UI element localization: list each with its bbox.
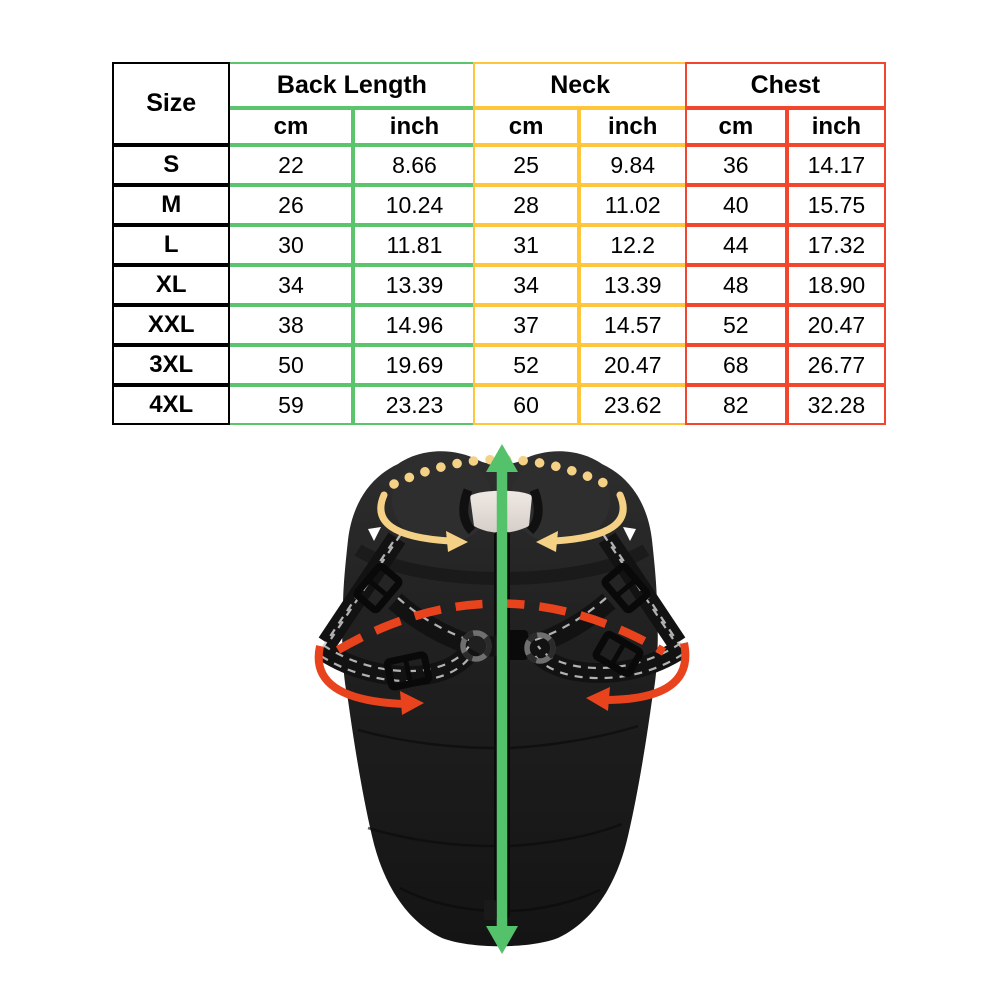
- value-back-cm: 26: [230, 185, 354, 225]
- value-chest-cm: 40: [684, 185, 787, 225]
- size-label: XL: [112, 265, 231, 305]
- chest-arrow-left: [314, 645, 405, 708]
- value-back-inch: 11.81: [353, 225, 474, 265]
- chest-arrowhead-left: [400, 691, 424, 715]
- neck-measure-overlay: [377, 454, 627, 552]
- value-back-cm: 22: [230, 145, 354, 185]
- value-neck-cm: 52: [473, 345, 579, 385]
- harness-strap-left-lower: [316, 641, 480, 687]
- neck-arrowhead-right: [536, 531, 558, 552]
- value-chest-inch: 26.77: [786, 345, 886, 385]
- value-chest-cm: 48: [684, 265, 787, 305]
- value-neck-cm: 37: [473, 305, 579, 345]
- value-chest-cm: 52: [684, 305, 787, 345]
- col-group-neck: Neck: [473, 62, 685, 108]
- neck-arrowhead-left: [446, 531, 468, 552]
- neck-arrow-right: [550, 491, 627, 545]
- value-neck-cm: 60: [473, 385, 579, 425]
- value-neck-inch: 12.2: [578, 225, 685, 265]
- value-neck-inch: 20.47: [578, 345, 685, 385]
- left-strap-slot: [368, 527, 381, 541]
- value-chest-cm: 44: [684, 225, 787, 265]
- value-neck-cm: 25: [473, 145, 579, 185]
- value-back-inch: 10.24: [353, 185, 474, 225]
- value-chest-cm: 36: [684, 145, 787, 185]
- back-length-arrowhead-top: [486, 444, 518, 472]
- subheader-chest-inch: inch: [786, 108, 886, 145]
- value-back-cm: 30: [230, 225, 354, 265]
- size-label: L: [112, 225, 231, 265]
- value-chest-inch: 32.28: [786, 385, 886, 425]
- size-label: 4XL: [112, 385, 231, 425]
- value-back-inch: 19.69: [353, 345, 474, 385]
- value-neck-inch: 11.02: [578, 185, 685, 225]
- value-chest-inch: 15.75: [786, 185, 886, 225]
- harness-strap-right-cross: [532, 593, 616, 654]
- neck-dotted-arc: [389, 454, 611, 489]
- size-chart-table: Size Back Length Neck Chest cm inch cm i…: [112, 62, 886, 425]
- value-neck-cm: 28: [473, 185, 579, 225]
- size-label: 3XL: [112, 345, 231, 385]
- subheader-neck-cm: cm: [473, 108, 579, 145]
- subheader-neck-inch: inch: [578, 108, 685, 145]
- value-back-cm: 50: [230, 345, 354, 385]
- back-length-arrowhead-bottom: [486, 926, 518, 954]
- value-chest-cm: 82: [684, 385, 787, 425]
- size-label: M: [112, 185, 231, 225]
- col-group-chest: Chest: [684, 62, 886, 108]
- value-back-inch: 8.66: [353, 145, 474, 185]
- value-back-cm: 34: [230, 265, 354, 305]
- vest-measurement-diagram: [300, 438, 700, 973]
- value-back-inch: 13.39: [353, 265, 474, 305]
- table-corner-size-header: Size: [112, 62, 231, 145]
- chest-arrow-right: [603, 642, 690, 704]
- harness-center-clip: [506, 630, 528, 660]
- value-neck-inch: 23.62: [578, 385, 685, 425]
- col-group-back-length: Back Length: [230, 62, 474, 108]
- value-back-cm: 59: [230, 385, 354, 425]
- value-chest-inch: 14.17: [786, 145, 886, 185]
- size-label: XXL: [112, 305, 231, 345]
- value-chest-inch: 20.47: [786, 305, 886, 345]
- value-chest-inch: 18.90: [786, 265, 886, 305]
- neck-arrow-left: [377, 491, 454, 545]
- value-neck-cm: 31: [473, 225, 579, 265]
- value-back-inch: 14.96: [353, 305, 474, 345]
- harness-buckles: [353, 562, 651, 691]
- value-neck-cm: 34: [473, 265, 579, 305]
- size-label: S: [112, 145, 231, 185]
- value-back-cm: 38: [230, 305, 354, 345]
- vest-illustration: [314, 444, 690, 954]
- value-back-inch: 23.23: [353, 385, 474, 425]
- subheader-chest-cm: cm: [684, 108, 787, 145]
- value-neck-inch: 13.39: [578, 265, 685, 305]
- zipper-pull: [484, 900, 496, 920]
- chest-arrowhead-right: [586, 687, 610, 711]
- value-neck-inch: 9.84: [578, 145, 685, 185]
- subheader-back-cm: cm: [230, 108, 354, 145]
- back-length-overlay: [486, 444, 518, 954]
- right-strap-slot: [623, 527, 636, 541]
- value-chest-cm: 68: [684, 345, 787, 385]
- value-chest-inch: 17.32: [786, 225, 886, 265]
- subheader-back-inch: inch: [353, 108, 474, 145]
- value-neck-inch: 14.57: [578, 305, 685, 345]
